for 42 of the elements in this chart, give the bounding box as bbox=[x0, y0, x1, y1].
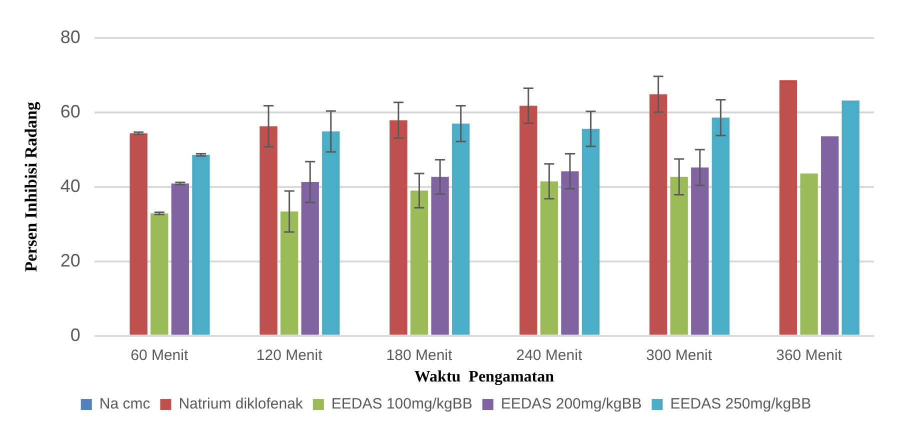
bar bbox=[712, 118, 730, 335]
bar bbox=[820, 136, 839, 335]
bar bbox=[452, 124, 470, 335]
bar bbox=[260, 126, 278, 335]
legend-label: EEDAS 250mg/kgBB bbox=[670, 396, 812, 413]
bar bbox=[520, 106, 538, 335]
bar bbox=[301, 182, 319, 335]
bar bbox=[390, 120, 408, 335]
bar bbox=[431, 176, 449, 335]
bar bbox=[192, 154, 210, 335]
legend-label: EEDAS 200mg/kgBB bbox=[500, 396, 642, 413]
y-tick-label: 80 bbox=[60, 26, 80, 47]
legend-label: EEDAS 100mg/kgBB bbox=[331, 396, 472, 413]
y-tick-label: 20 bbox=[60, 250, 80, 270]
legend-label: Na cmc bbox=[99, 396, 151, 413]
y-tick-label: 40 bbox=[60, 176, 80, 196]
bar bbox=[171, 184, 190, 335]
x-tick-label: 240 Menit bbox=[516, 346, 583, 364]
bar bbox=[842, 100, 860, 335]
legend-label: Natrium diklofenak bbox=[178, 396, 304, 413]
bar bbox=[800, 174, 818, 335]
bar bbox=[410, 190, 428, 335]
y-axis-title: Persen Inhibisi Radang bbox=[22, 101, 41, 272]
x-axis-title: Waktu Pengamatan bbox=[414, 368, 554, 386]
x-tick-label: 300 Menit bbox=[646, 346, 713, 364]
bar bbox=[322, 131, 340, 335]
bar bbox=[150, 213, 168, 335]
x-tick-label: 60 Menit bbox=[130, 346, 189, 364]
bar bbox=[280, 211, 298, 335]
bar bbox=[561, 171, 579, 335]
x-tick-label: 360 Menit bbox=[776, 346, 843, 364]
y-tick-label: 0 bbox=[70, 324, 80, 345]
bar bbox=[779, 80, 798, 335]
bar bbox=[691, 168, 709, 335]
bar bbox=[540, 181, 558, 335]
bar bbox=[582, 128, 600, 335]
bar bbox=[130, 133, 148, 335]
bar bbox=[670, 176, 688, 335]
y-tick-label: 60 bbox=[60, 101, 80, 122]
bar bbox=[649, 94, 668, 335]
x-tick-label: 180 Menit bbox=[386, 346, 454, 364]
x-tick-label: 120 Menit bbox=[256, 346, 324, 364]
